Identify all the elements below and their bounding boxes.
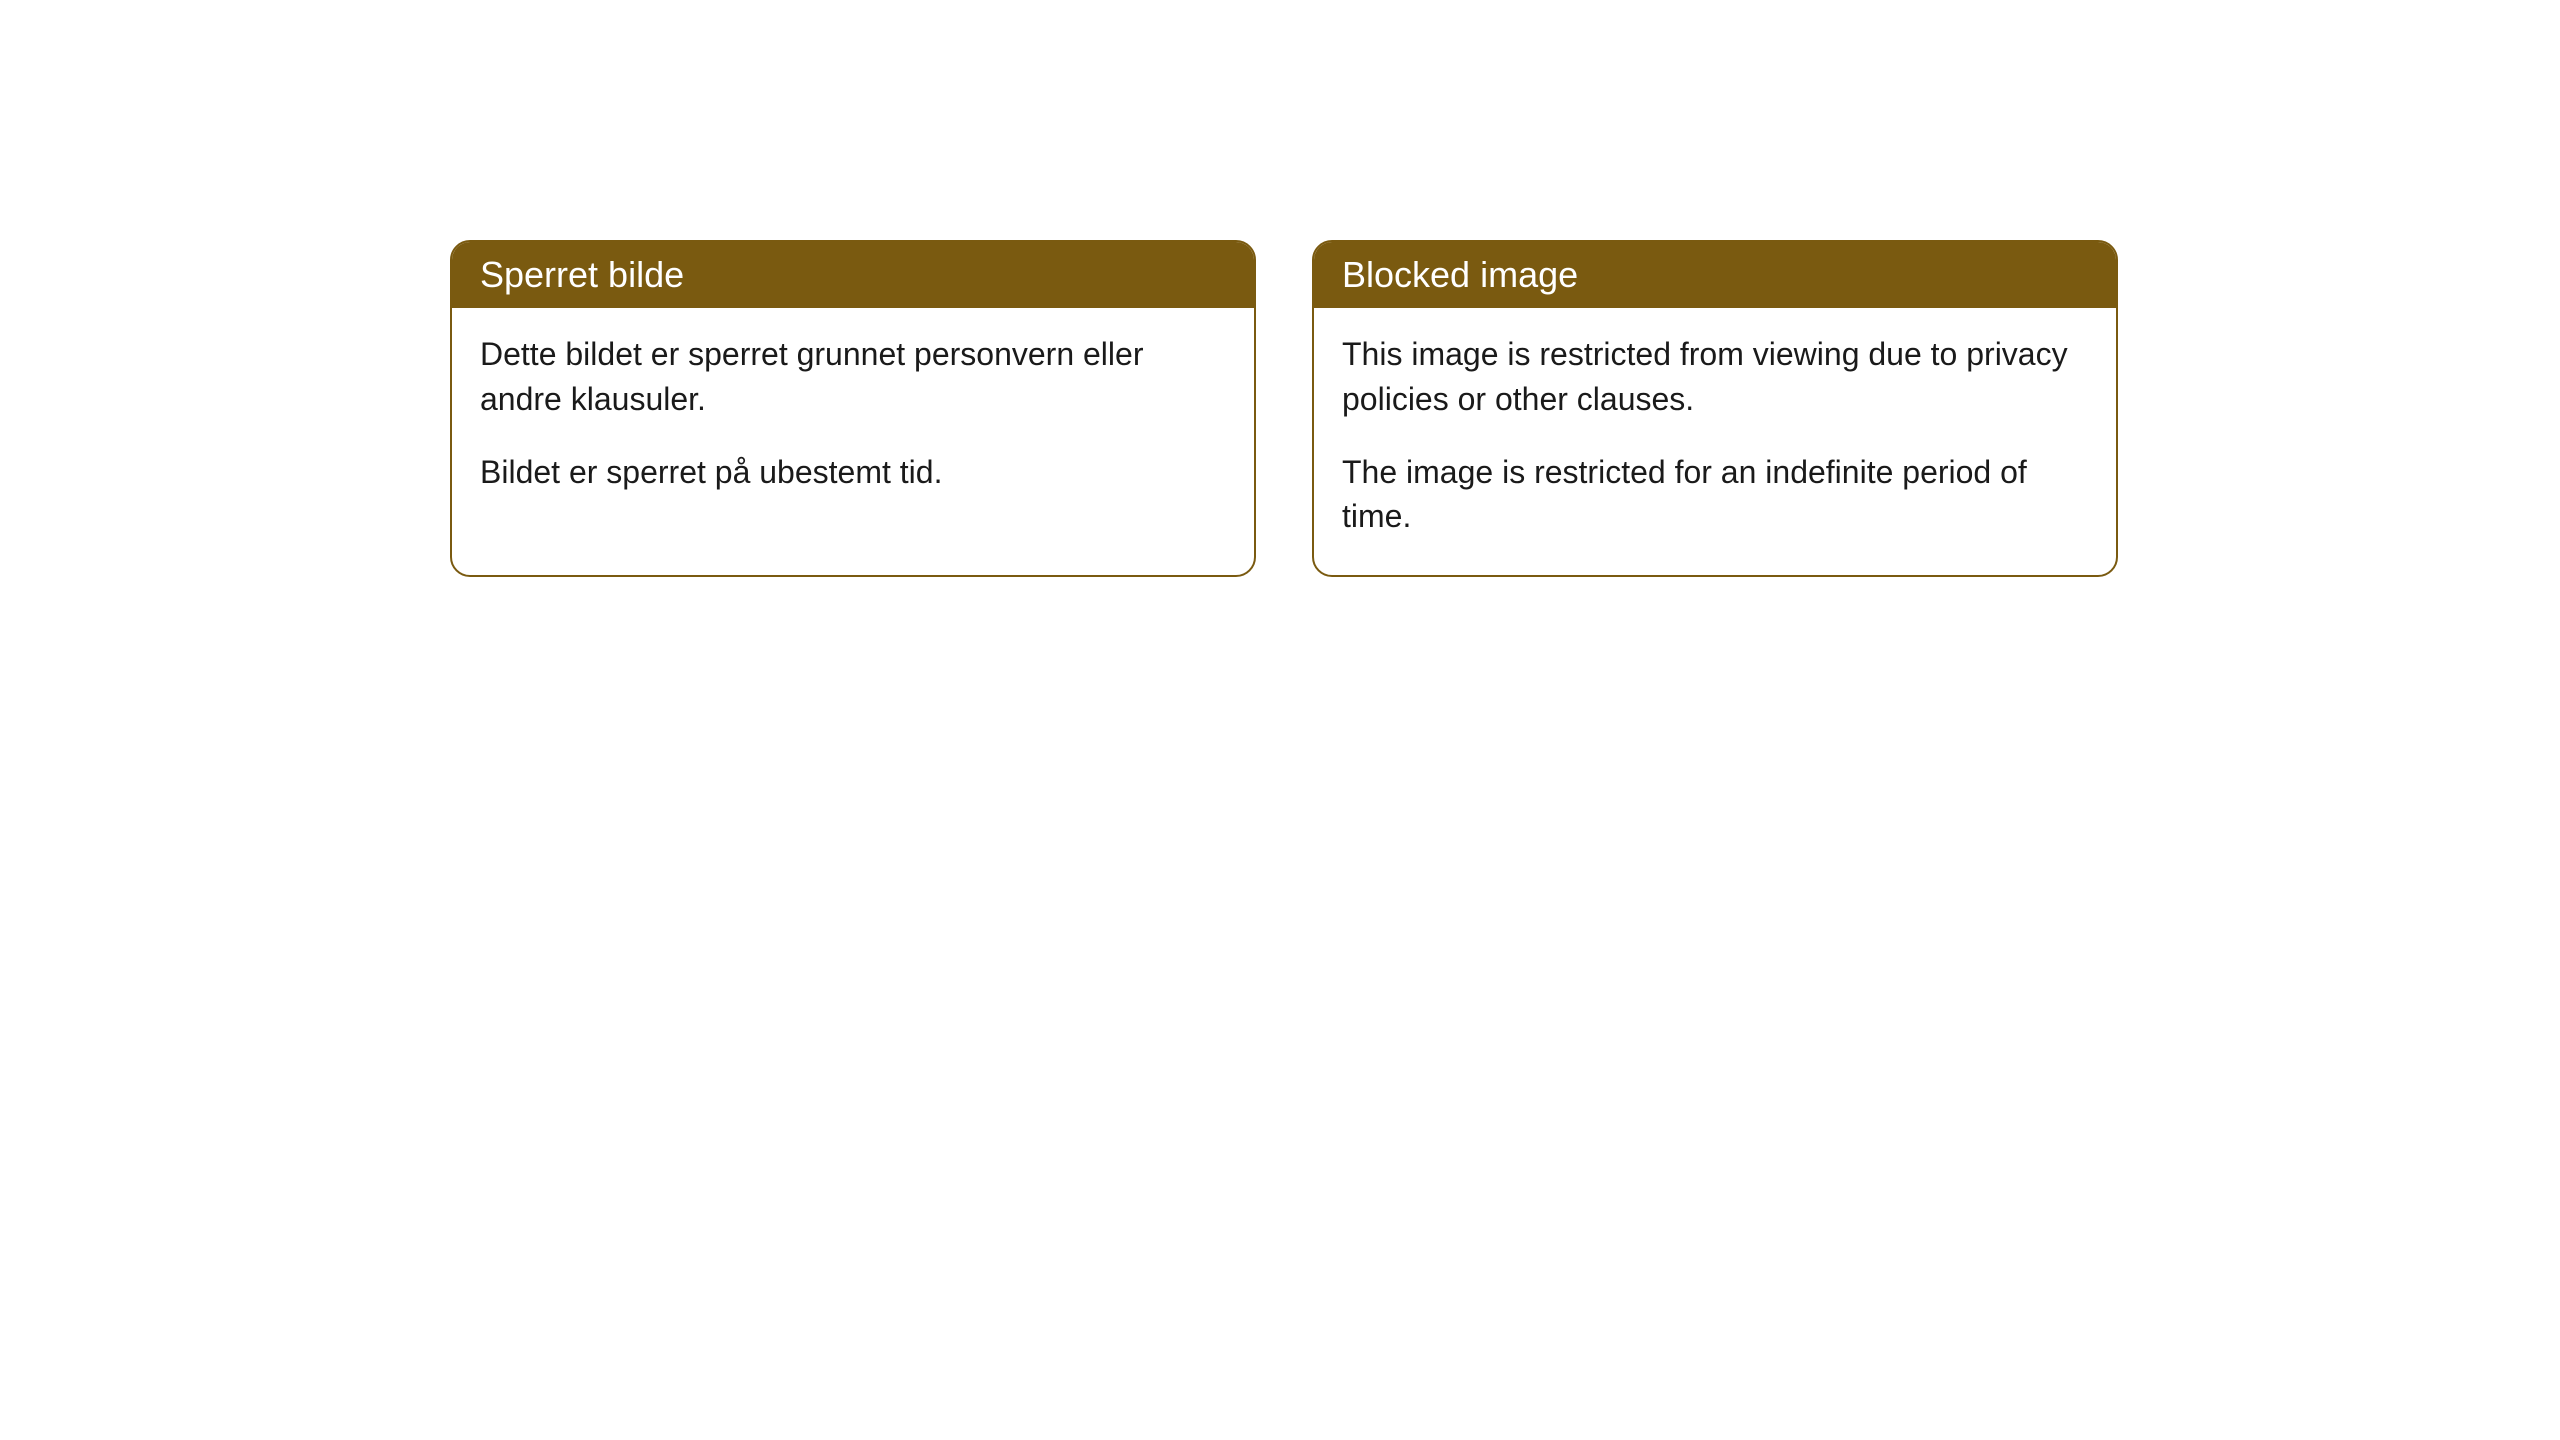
card-paragraph: The image is restricted for an indefinit… <box>1342 450 2088 540</box>
card-body-english: This image is restricted from viewing du… <box>1314 308 2116 575</box>
cards-container: Sperret bilde Dette bildet er sperret gr… <box>450 240 2560 577</box>
card-paragraph: Bildet er sperret på ubestemt tid. <box>480 450 1226 495</box>
card-norwegian: Sperret bilde Dette bildet er sperret gr… <box>450 240 1256 577</box>
card-title: Blocked image <box>1342 254 1578 295</box>
card-english: Blocked image This image is restricted f… <box>1312 240 2118 577</box>
card-paragraph: This image is restricted from viewing du… <box>1342 332 2088 422</box>
card-paragraph: Dette bildet er sperret grunnet personve… <box>480 332 1226 422</box>
card-header-norwegian: Sperret bilde <box>452 242 1254 308</box>
card-title: Sperret bilde <box>480 254 684 295</box>
card-body-norwegian: Dette bildet er sperret grunnet personve… <box>452 308 1254 530</box>
card-header-english: Blocked image <box>1314 242 2116 308</box>
